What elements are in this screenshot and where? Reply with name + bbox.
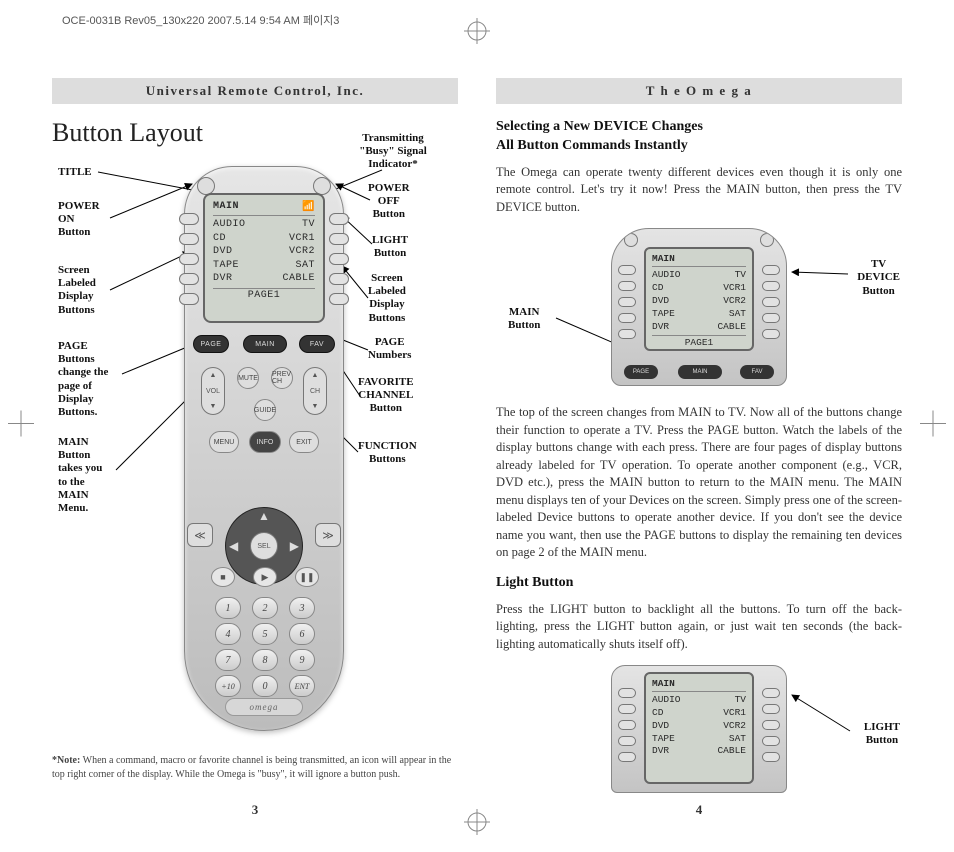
paragraph-1: The Omega can operate twenty different d… (496, 164, 902, 217)
num-5: 5 (252, 623, 278, 645)
button-layout-diagram: TITLE POWER ON Button Screen Labeled Dis… (52, 156, 458, 746)
label-page-numbers: PAGE Numbers (368, 336, 411, 362)
side-button-l4 (179, 273, 199, 285)
num-0: 0 (252, 675, 278, 697)
label-favorite-channel: FAVORITE CHANNEL Button (358, 376, 414, 416)
label-main-button: MAIN Button takes you to the MAIN Menu. (58, 436, 102, 515)
mini-remote-2: MAIN AUDIOTV CDVCR1 DVDVCR2 TAPESAT DVRC… (611, 665, 787, 793)
label-main-button-small: MAIN Button (508, 306, 540, 332)
label-title: TITLE (58, 166, 92, 179)
inset-light: LIGHT Button MAIN AUDIOTV CDVCR1 DVDVCR2… (496, 665, 902, 795)
side-button-l2 (179, 233, 199, 245)
num-9: 9 (289, 649, 315, 671)
label-screen-labeled-left: Screen Labeled Display Buttons (58, 264, 96, 317)
forward-button: ≫ (315, 523, 341, 547)
side-button-l3 (179, 253, 199, 265)
screen-title: MAIN (213, 201, 239, 213)
screen-cell: SAT (295, 259, 315, 273)
screen-cell: CD (213, 232, 226, 246)
page-left: Universal Remote Control, Inc. Button La… (52, 78, 458, 812)
page-right: T h e O m e g a Selecting a New DEVICE C… (496, 78, 902, 812)
page-header-right: T h e O m e g a (496, 78, 902, 104)
mini-remote-1: MAIN AUDIOTV CDVCR1 DVDVCR2 TAPESAT DVRC… (611, 228, 787, 386)
mini-pwr-off (760, 233, 774, 247)
crop-mark-bottom (464, 809, 490, 840)
page-button: PAGE (193, 335, 229, 353)
ch-rocker: ▲CH▼ (303, 367, 327, 415)
play-button: ▶ (253, 567, 277, 587)
num-1: 1 (215, 597, 241, 619)
subhead-2: Light Button (496, 574, 902, 593)
remote-illustration: MAIN 📶 AUDIO TV CD VCR1 DVD VCR2 TAPE SAT DVR… (184, 166, 344, 731)
label-page-buttons: PAGE Buttons change the page of Display … (58, 340, 108, 419)
document-header: OCE-0031B Rev05_130x220 2007.5.14 9:54 A… (62, 12, 339, 28)
mute-button: MUTE (237, 367, 259, 389)
select-button: SEL (250, 532, 278, 560)
mini-fav: FAV (740, 365, 774, 379)
screen-cell: TV (302, 218, 315, 232)
footnote: *Note: When a command, macro or favorite… (52, 754, 458, 781)
rewind-button: ≪ (187, 523, 213, 547)
crop-mark-left (8, 411, 34, 442)
brand-label: omega (225, 698, 303, 716)
num-8: 8 (252, 649, 278, 671)
side-button-r2 (329, 233, 349, 245)
screen-cell: DVR (213, 272, 233, 286)
screen-footer: PAGE1 (213, 288, 315, 301)
ent-button: ENT (289, 675, 315, 697)
side-button-l1 (179, 213, 199, 225)
info-button: INFO (249, 431, 281, 453)
screen-cell: AUDIO (213, 218, 246, 232)
screen-cell: TAPE (213, 259, 239, 273)
num-3: 3 (289, 597, 315, 619)
page-number-right: 4 (696, 802, 703, 818)
side-button-l5 (179, 293, 199, 305)
num-2: 2 (252, 597, 278, 619)
label-light-small: LIGHT Button (864, 721, 900, 747)
num-4: 4 (215, 623, 241, 645)
side-button-r1 (329, 213, 349, 225)
label-light: LIGHT Button (372, 234, 408, 260)
paragraph-2: The top of the screen changes from MAIN … (496, 404, 902, 562)
mini-pwr-on (624, 233, 638, 247)
mini-page: PAGE (624, 365, 658, 379)
exit-button: EXIT (289, 431, 319, 453)
main-button: MAIN (243, 335, 287, 353)
menu-button: MENU (209, 431, 239, 453)
crop-mark-top (464, 18, 490, 49)
label-busy: Transmitting "Busy" Signal Indicator* (348, 132, 438, 172)
screen-cell: VCR1 (289, 232, 315, 246)
page-header-left: Universal Remote Control, Inc. (52, 78, 458, 104)
side-button-r5 (329, 293, 349, 305)
screen-cell: VCR2 (289, 245, 315, 259)
side-button-r4 (329, 273, 349, 285)
label-screen-labeled-right: Screen Labeled Display Buttons (368, 272, 406, 325)
label-function: FUNCTION Buttons (358, 440, 417, 466)
side-button-r3 (329, 253, 349, 265)
num-6: 6 (289, 623, 315, 645)
stop-button: ■ (211, 567, 235, 587)
paragraph-3: Press the LIGHT button to backlight all … (496, 601, 902, 654)
vol-rocker: ▲VOL▼ (201, 367, 225, 415)
num-7: 7 (215, 649, 241, 671)
subhead-1: Selecting a New DEVICE Changes All Butto… (496, 118, 902, 156)
fav-button: FAV (299, 335, 335, 353)
signal-icon: 📶 (302, 201, 315, 213)
page-number-left: 3 (252, 802, 259, 818)
inset-tv-device: MAIN Button TV DEVICE Button MAIN AUDIOT… (496, 228, 902, 390)
plus10-button: +10 (215, 675, 241, 697)
prev-ch-button: PREV CH (271, 367, 293, 389)
crop-mark-right (920, 411, 946, 442)
screen-cell: DVD (213, 245, 233, 259)
mini-main: MAIN (678, 365, 722, 379)
label-power-off: POWER OFF Button (368, 182, 410, 222)
label-tv-device: TV DEVICE Button (857, 258, 900, 298)
label-power-on: POWER ON Button (58, 200, 100, 240)
pause-button: ❚❚ (295, 567, 319, 587)
remote-screen: MAIN 📶 AUDIO TV CD VCR1 DVD VCR2 TAPE SAT DVR… (203, 193, 325, 323)
screen-cell: CABLE (282, 272, 315, 286)
guide-button: GUIDE (254, 399, 276, 421)
